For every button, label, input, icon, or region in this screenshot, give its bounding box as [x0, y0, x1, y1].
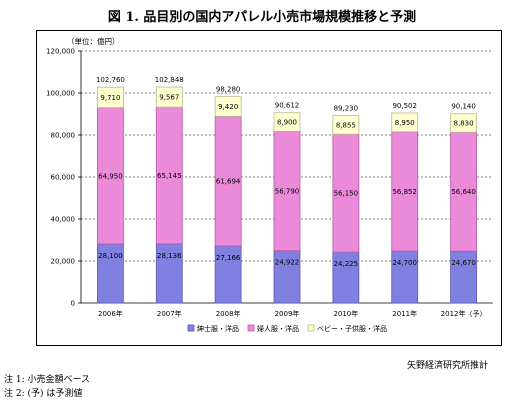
- data-label-kids: 8,855: [336, 121, 356, 129]
- data-label-total: 102,760: [96, 76, 125, 84]
- legend-label: ベビー・子供服・洋品: [317, 324, 387, 333]
- data-label-total: 90,612: [275, 102, 300, 110]
- data-label-womens: 56,790: [275, 188, 300, 196]
- data-label-kids: 9,567: [159, 94, 179, 102]
- x-tick-label: 2009年: [275, 309, 300, 318]
- y-tick-label: 60,000: [51, 174, 76, 182]
- bar-segment-womens: [97, 107, 124, 245]
- data-label-total: 102,848: [155, 76, 184, 84]
- data-label-total: 90,502: [392, 102, 417, 110]
- bar-segment-mens: [450, 250, 477, 304]
- data-label-kids: 8,830: [454, 119, 474, 127]
- x-tick-label: 2011年: [392, 309, 417, 318]
- stacked-bar-chart: （単位：億円） 0 20,000 40,000 60,000 80,000 100,000 1…: [46, 36, 493, 333]
- legend-swatch: [307, 324, 315, 332]
- bar-segment-mens: [97, 243, 124, 304]
- data-label-mens: 28,100: [98, 252, 123, 260]
- data-label-kids: 8,950: [395, 119, 415, 127]
- data-label-womens: 56,640: [451, 188, 476, 196]
- note-2: 注 2: (予) は予測値: [4, 389, 83, 399]
- data-label-mens: 28,136: [157, 252, 182, 260]
- bar-segment-kids: [273, 112, 301, 132]
- x-tick-label: 2008年: [216, 309, 241, 318]
- data-label-womens: 56,852: [392, 188, 417, 196]
- bar-segment-kids: [450, 113, 477, 133]
- note-1: 注 1: 小売金額ベース: [4, 375, 91, 385]
- legend-label: 婦人服・洋品: [257, 324, 299, 333]
- bar-segment-womens: [214, 115, 242, 247]
- figure-title: 図 1. 品目別の国内アパレル小売市場規模推移と予測: [107, 10, 417, 25]
- bar-segment-kids: [391, 112, 419, 133]
- chart-frame: （単位：億円） 0 20,000 40,000 60,000 80,000 100,000 1…: [36, 30, 502, 346]
- x-tick-label: 2006年: [98, 309, 123, 318]
- y-tick-label: 100,000: [46, 90, 75, 98]
- data-label-total: 98,280: [216, 86, 241, 94]
- bar-segment-mens: [391, 250, 419, 304]
- unit-label: （単位：億円）: [67, 36, 120, 46]
- data-label-mens: 24,922: [275, 259, 300, 267]
- data-label-total: 89,230: [334, 105, 359, 113]
- data-label-womens: 64,950: [98, 172, 123, 180]
- bar-segment-womens: [450, 131, 477, 252]
- x-tick-label: 2007年: [157, 309, 182, 318]
- data-label-total: 90,140: [451, 103, 476, 111]
- data-label-kids: 8,900: [277, 119, 297, 127]
- bar-segment-kids: [332, 115, 360, 135]
- y-tick-label: 80,000: [51, 132, 76, 140]
- data-label-mens: 24,225: [334, 260, 359, 268]
- bar-segment-mens: [155, 243, 183, 304]
- bar-segment-mens: [273, 250, 301, 304]
- bar-segment-kids: [97, 86, 124, 108]
- y-tick-label: 0: [71, 300, 75, 308]
- bar-segment-kids: [214, 96, 242, 117]
- legend-label: 紳士服・洋品: [197, 324, 239, 333]
- y-tick-label: 20,000: [51, 258, 76, 266]
- data-label-womens: 61,694: [216, 178, 241, 186]
- bar-segment-womens: [155, 106, 183, 245]
- bar-segment-womens: [391, 131, 419, 252]
- data-label-kids: 9,710: [100, 94, 120, 102]
- bar-segment-womens: [332, 133, 360, 253]
- y-tick-label: 120,000: [46, 48, 75, 56]
- data-label-kids: 9,420: [218, 103, 238, 111]
- y-tick-label: 40,000: [51, 216, 76, 224]
- data-label-mens: 27,166: [216, 254, 241, 262]
- bar-segment-kids: [155, 86, 183, 108]
- data-label-mens: 24,700: [392, 259, 417, 267]
- data-label-mens: 24,670: [451, 259, 476, 267]
- legend-swatch: [187, 324, 195, 332]
- x-tick-label: 2010年: [333, 309, 358, 318]
- source-credit: 矢野経済研究所推計: [406, 361, 488, 371]
- x-tick-label: 2012年（予）: [441, 309, 487, 318]
- legend-swatch: [247, 324, 255, 332]
- bar-segment-mens: [332, 251, 360, 304]
- data-label-womens: 65,145: [157, 172, 182, 180]
- bar-segment-mens: [214, 245, 242, 304]
- data-label-womens: 56,150: [334, 190, 359, 198]
